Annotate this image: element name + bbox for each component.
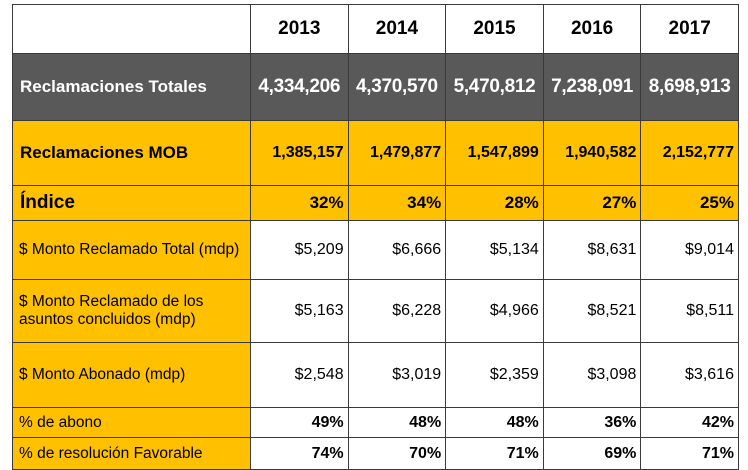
table-cell: $5,134 bbox=[445, 220, 544, 280]
year-header-2015: 2015 bbox=[445, 4, 544, 54]
table-row-reclamaciones-mob: Reclamaciones MOB 1,385,157 1,479,877 1,… bbox=[12, 120, 739, 186]
table-cell: $3,616 bbox=[640, 342, 739, 408]
table-cell: 36% bbox=[542, 407, 642, 438]
table-cell: 27% bbox=[542, 185, 642, 221]
table-cell: $5,163 bbox=[250, 279, 349, 343]
table-cell: 1,547,899 bbox=[445, 120, 544, 186]
table-cell: $3,019 bbox=[347, 342, 447, 408]
table-row-monto-reclamado-concluidos: $ Monto Reclamado de los asuntos conclui… bbox=[12, 279, 739, 343]
table-row-porcentaje-abono: % de abono 49% 48% 48% 36% 42% bbox=[12, 407, 739, 438]
table-cell: 48% bbox=[445, 407, 544, 438]
year-header-2016: 2016 bbox=[542, 4, 642, 54]
table-cell: 8,698,913 bbox=[640, 53, 739, 121]
year-header-2014: 2014 bbox=[347, 4, 447, 54]
row-label: $ Monto Abonado (mdp) bbox=[12, 342, 251, 408]
table-row-resolucion-favorable: % de resolución Favorable 74% 70% 71% 69… bbox=[12, 437, 739, 470]
table-cell: 28% bbox=[445, 185, 544, 221]
table-cell: 4,370,570 bbox=[347, 53, 447, 121]
table-cell: $2,359 bbox=[445, 342, 544, 408]
table-cell: 25% bbox=[640, 185, 739, 221]
row-label: $ Monto Reclamado de los asuntos conclui… bbox=[12, 279, 251, 343]
table-cell: 71% bbox=[640, 437, 739, 470]
table-row-monto-reclamado-total: $ Monto Reclamado Total (mdp) $5,209 $6,… bbox=[12, 220, 739, 280]
row-label: % de abono bbox=[12, 407, 251, 438]
table-cell: $8,631 bbox=[542, 220, 642, 280]
table-cell: $8,511 bbox=[640, 279, 739, 343]
header-corner-cell bbox=[12, 4, 251, 54]
table-cell: 4,334,206 bbox=[250, 53, 349, 121]
table-cell: 1,479,877 bbox=[347, 120, 447, 186]
year-header-2017: 2017 bbox=[640, 4, 739, 54]
table-cell: $6,666 bbox=[347, 220, 447, 280]
table-cell: 2,152,777 bbox=[640, 120, 739, 186]
table-cell: 1,940,582 bbox=[542, 120, 642, 186]
table-cell: 42% bbox=[640, 407, 739, 438]
row-label: Reclamaciones MOB bbox=[12, 120, 251, 186]
table-cell: $5,209 bbox=[250, 220, 349, 280]
table-row-monto-abonado: $ Monto Abonado (mdp) $2,548 $3,019 $2,3… bbox=[12, 342, 739, 408]
table-cell: 1,385,157 bbox=[250, 120, 349, 186]
table-cell: 69% bbox=[542, 437, 642, 470]
table-cell: 71% bbox=[445, 437, 544, 470]
table-cell: $9,014 bbox=[640, 220, 739, 280]
row-label: $ Monto Reclamado Total (mdp) bbox=[12, 220, 251, 280]
table-cell: 5,470,812 bbox=[445, 53, 544, 121]
table-cell: 48% bbox=[347, 407, 447, 438]
table-cell: $8,521 bbox=[542, 279, 642, 343]
table-row-reclamaciones-totales: Reclamaciones Totales 4,334,206 4,370,57… bbox=[12, 53, 739, 121]
row-label: Reclamaciones Totales bbox=[12, 53, 251, 121]
table-cell: 49% bbox=[250, 407, 349, 438]
table-cell: 34% bbox=[347, 185, 447, 221]
table-row-indice: Índice 32% 34% 28% 27% 25% bbox=[12, 185, 739, 221]
table-header-row: 2013 2014 2015 2016 2017 bbox=[12, 4, 739, 54]
table-cell: 70% bbox=[347, 437, 447, 470]
table-cell: $2,548 bbox=[250, 342, 349, 408]
row-label: % de resolución Favorable bbox=[12, 437, 251, 470]
table-cell: $4,966 bbox=[445, 279, 544, 343]
claims-table: 2013 2014 2015 2016 2017 Reclamaciones T… bbox=[12, 4, 739, 470]
table-cell: 7,238,091 bbox=[542, 53, 642, 121]
table-cell: $6,228 bbox=[347, 279, 447, 343]
year-header-2013: 2013 bbox=[250, 4, 349, 54]
row-label: Índice bbox=[12, 185, 251, 221]
table-cell: 74% bbox=[250, 437, 349, 470]
table-cell: 32% bbox=[250, 185, 349, 221]
table-cell: $3,098 bbox=[542, 342, 642, 408]
